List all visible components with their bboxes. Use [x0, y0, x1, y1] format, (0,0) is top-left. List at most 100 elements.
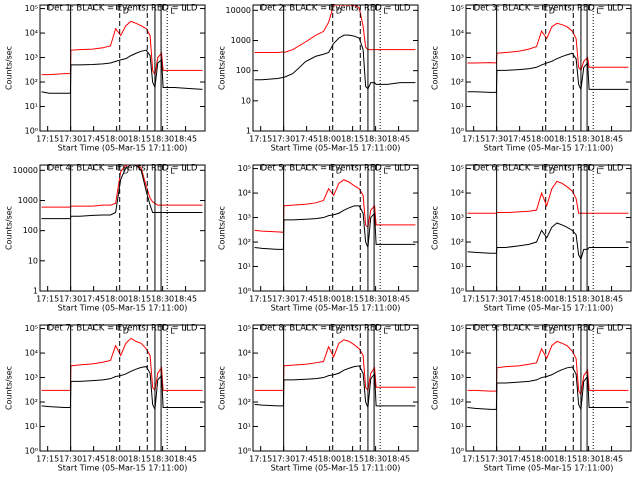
y-axis-label: Counts/sec — [5, 46, 14, 90]
x-tick-label: 18:15 — [128, 135, 151, 144]
y-tick-label: 10⁰ — [451, 287, 464, 296]
y-tick-label: 10 — [28, 256, 38, 265]
x-tick-label: 17:45 — [508, 455, 531, 464]
y-tick-label: 10² — [451, 78, 464, 87]
y-tick-label: 10³ — [25, 373, 38, 382]
panel-title: Det 5: BLACK = Events, RED = LLD — [261, 164, 411, 174]
panel-title: Det 7: BLACK = Events, RED = LLD — [48, 324, 198, 334]
x-tick-label: 18:30 — [151, 455, 174, 464]
x-axis-label: Start Time (05-Mar-15 17:11:00) — [484, 144, 614, 153]
x-tick-label: 17:45 — [82, 455, 105, 464]
plot-frame — [252, 324, 419, 452]
panel-title: Det 3: BLACK = Events, RED = LLD — [474, 4, 624, 14]
x-tick-label: 18:15 — [341, 455, 364, 464]
y-tick-label: 10⁵ — [25, 4, 38, 13]
x-tick-label: 18:45 — [600, 135, 623, 144]
plot-frame — [465, 4, 632, 132]
x-tick-label: 18:30 — [577, 135, 600, 144]
annotation: L — [170, 167, 175, 176]
x-tick-label: 17:15 — [462, 295, 485, 304]
x-tick-label: 18:30 — [577, 455, 600, 464]
annotation: L — [383, 167, 388, 176]
annotation: D — [123, 167, 129, 176]
plot-frame — [465, 164, 632, 292]
y-tick-label: 10 — [241, 96, 251, 105]
panel-title: Det 6: BLACK = Events, RED = LLD — [474, 164, 624, 174]
plot-frame — [39, 4, 206, 132]
y-tick-label: 1000 — [18, 196, 38, 205]
y-tick-label: 10⁵ — [451, 324, 464, 333]
annotation: D — [123, 7, 129, 16]
y-tick-label: 10³ — [25, 53, 38, 62]
y-axis-label: Counts/sec — [218, 366, 227, 410]
x-tick-label: 18:00 — [318, 455, 341, 464]
x-tick-label: 17:45 — [82, 295, 105, 304]
x-tick-label: 18:15 — [554, 295, 577, 304]
x-tick-label: 18:45 — [600, 455, 623, 464]
x-tick-label: 17:30 — [485, 455, 508, 464]
x-tick-label: 17:15 — [249, 295, 272, 304]
y-tick-label: 10² — [451, 398, 464, 407]
plot-frame — [39, 324, 206, 452]
x-tick-label: 18:45 — [174, 135, 197, 144]
y-tick-label: 10³ — [451, 373, 464, 382]
x-tick-label: 18:45 — [174, 455, 197, 464]
y-tick-label: 10³ — [451, 213, 464, 222]
x-tick-label: 18:15 — [554, 135, 577, 144]
y-tick-label: 10¹ — [451, 422, 464, 431]
x-axis-label: Start Time (05-Mar-15 17:11:00) — [58, 464, 188, 473]
annotation: D — [336, 7, 342, 16]
x-tick-label: 17:45 — [295, 295, 318, 304]
annotation: L — [596, 167, 601, 176]
y-tick-label: 100 — [236, 66, 251, 75]
plot-frame — [252, 164, 419, 292]
y-tick-label: 10² — [25, 78, 38, 87]
panel: 1 10 100 1000 10000 17:15 17:30 17:45 18:00 18:15… — [218, 4, 419, 153]
x-tick-label: 18:30 — [151, 295, 174, 304]
x-tick-label: 17:15 — [249, 135, 272, 144]
y-tick-label: 10⁰ — [238, 447, 251, 456]
panel-title: Det 9: BLACK = Events, RED = LLD — [474, 324, 624, 334]
x-tick-label: 18:00 — [531, 295, 554, 304]
x-tick-label: 18:45 — [387, 295, 410, 304]
y-tick-label: 10³ — [238, 213, 251, 222]
plot-frame — [39, 164, 206, 292]
y-tick-label: 10¹ — [238, 422, 251, 431]
y-tick-label: 10⁴ — [451, 349, 464, 358]
y-tick-label: 10⁰ — [238, 287, 251, 296]
y-tick-label: 1 — [246, 127, 251, 136]
x-tick-label: 18:45 — [174, 295, 197, 304]
y-tick-label: 10¹ — [25, 422, 38, 431]
x-tick-label: 17:45 — [508, 135, 531, 144]
x-tick-label: 17:30 — [485, 295, 508, 304]
x-tick-label: 17:45 — [295, 455, 318, 464]
y-tick-label: 1000 — [231, 36, 251, 45]
y-tick-label: 10² — [451, 238, 464, 247]
y-tick-label: 10² — [238, 398, 251, 407]
y-tick-label: 10⁴ — [451, 189, 464, 198]
x-tick-label: 17:30 — [59, 455, 82, 464]
x-tick-label: 17:30 — [272, 135, 295, 144]
x-axis-label: Start Time (05-Mar-15 17:11:00) — [58, 304, 188, 313]
x-tick-label: 17:30 — [272, 295, 295, 304]
x-tick-label: 18:45 — [387, 135, 410, 144]
x-axis-label: Start Time (05-Mar-15 17:11:00) — [271, 144, 401, 153]
y-tick-label: 10000 — [13, 166, 38, 175]
x-axis-label: Start Time (05-Mar-15 17:11:00) — [484, 304, 614, 313]
y-axis-label: Counts/sec — [431, 366, 440, 410]
x-tick-label: 18:30 — [364, 295, 387, 304]
annotation: D — [549, 327, 555, 336]
x-tick-label: 17:15 — [36, 455, 59, 464]
x-tick-label: 18:00 — [531, 135, 554, 144]
x-axis-label: Start Time (05-Mar-15 17:11:00) — [484, 464, 614, 473]
x-tick-label: 17:30 — [272, 455, 295, 464]
y-tick-label: 10⁵ — [238, 164, 251, 173]
y-tick-label: 10¹ — [25, 102, 38, 111]
